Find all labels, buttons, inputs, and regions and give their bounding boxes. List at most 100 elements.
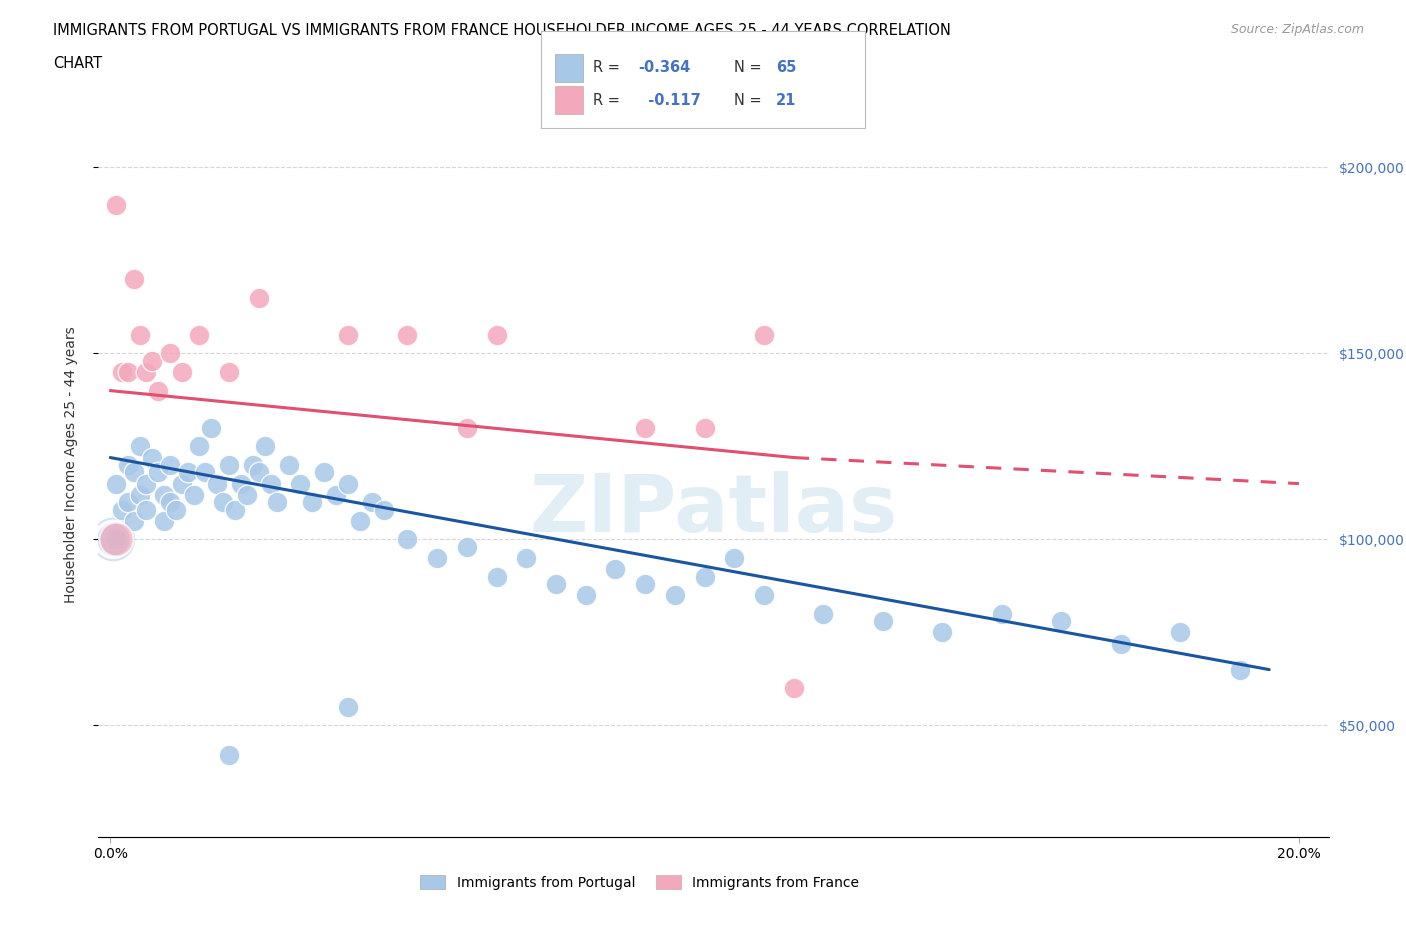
Point — [218, 748, 240, 763]
Point — [337, 327, 360, 342]
Point — [456, 420, 478, 435]
Point — [141, 450, 163, 465]
Point — [229, 476, 252, 491]
Point — [1168, 625, 1191, 640]
Y-axis label: Householder Income Ages 25 - 44 years: Householder Income Ages 25 - 44 years — [63, 326, 77, 604]
Point — [544, 577, 567, 591]
Point — [117, 365, 139, 379]
Point — [575, 588, 598, 603]
Point — [159, 495, 181, 510]
Text: N =: N = — [734, 60, 762, 75]
Point — [111, 365, 134, 379]
Point — [135, 502, 157, 517]
Point — [605, 562, 627, 577]
Point — [188, 327, 211, 342]
Point — [212, 495, 235, 510]
Point — [103, 532, 125, 547]
Point — [105, 532, 128, 547]
Point — [146, 465, 169, 480]
Point — [111, 502, 134, 517]
Point — [105, 476, 128, 491]
Point — [693, 569, 716, 584]
Point — [301, 495, 323, 510]
Point — [337, 699, 360, 714]
Point — [693, 420, 716, 435]
Point — [236, 487, 259, 502]
Point — [277, 458, 299, 472]
Point — [752, 588, 775, 603]
Text: N =: N = — [734, 93, 762, 108]
Point — [170, 365, 193, 379]
Point — [314, 465, 336, 480]
Text: ZIPatlas: ZIPatlas — [530, 471, 897, 549]
Text: -0.364: -0.364 — [638, 60, 690, 75]
Point — [117, 495, 139, 510]
Point — [247, 290, 270, 305]
Point — [135, 365, 157, 379]
Text: Source: ZipAtlas.com: Source: ZipAtlas.com — [1230, 23, 1364, 36]
Point — [224, 502, 246, 517]
Point — [723, 551, 745, 565]
Point — [194, 465, 217, 480]
Point — [373, 502, 395, 517]
Text: 21: 21 — [776, 93, 796, 108]
Text: R =: R = — [593, 60, 620, 75]
Text: R =: R = — [593, 93, 620, 108]
Point — [1109, 636, 1132, 651]
Point — [122, 272, 145, 286]
Point — [129, 327, 152, 342]
Point — [218, 365, 240, 379]
Point — [396, 532, 419, 547]
Point — [931, 625, 953, 640]
Point — [129, 439, 152, 454]
Point — [349, 513, 371, 528]
Point — [634, 577, 657, 591]
Point — [266, 495, 288, 510]
Point — [176, 465, 198, 480]
Point — [159, 458, 181, 472]
Point — [135, 476, 157, 491]
Point — [122, 465, 145, 480]
Point — [515, 551, 537, 565]
Point — [146, 383, 169, 398]
Text: CHART: CHART — [53, 56, 103, 71]
Point — [253, 439, 276, 454]
Legend: Immigrants from Portugal, Immigrants from France: Immigrants from Portugal, Immigrants fro… — [415, 870, 865, 896]
Point — [485, 327, 508, 342]
Text: -0.117: -0.117 — [638, 93, 702, 108]
Point — [337, 476, 360, 491]
Text: IMMIGRANTS FROM PORTUGAL VS IMMIGRANTS FROM FRANCE HOUSEHOLDER INCOME AGES 25 - : IMMIGRANTS FROM PORTUGAL VS IMMIGRANTS F… — [53, 23, 952, 38]
Point — [152, 487, 174, 502]
Point — [1229, 662, 1251, 677]
Point — [634, 420, 657, 435]
Point — [117, 458, 139, 472]
Point — [183, 487, 205, 502]
Point — [105, 532, 128, 547]
Point — [260, 476, 283, 491]
Point — [152, 513, 174, 528]
Point — [247, 465, 270, 480]
Point — [325, 487, 347, 502]
Point — [426, 551, 449, 565]
Point — [783, 681, 806, 696]
Point — [105, 197, 128, 212]
Point — [159, 346, 181, 361]
Point — [200, 420, 222, 435]
Point — [103, 532, 125, 547]
Point — [290, 476, 312, 491]
Point — [991, 606, 1014, 621]
Point — [664, 588, 686, 603]
Point — [218, 458, 240, 472]
Point — [122, 513, 145, 528]
Point — [872, 614, 894, 629]
Point — [456, 539, 478, 554]
Point — [242, 458, 264, 472]
Point — [752, 327, 775, 342]
Point — [396, 327, 419, 342]
Point — [360, 495, 382, 510]
Point — [170, 476, 193, 491]
Point — [485, 569, 508, 584]
Point — [207, 476, 229, 491]
Point — [129, 487, 152, 502]
Point — [141, 353, 163, 368]
